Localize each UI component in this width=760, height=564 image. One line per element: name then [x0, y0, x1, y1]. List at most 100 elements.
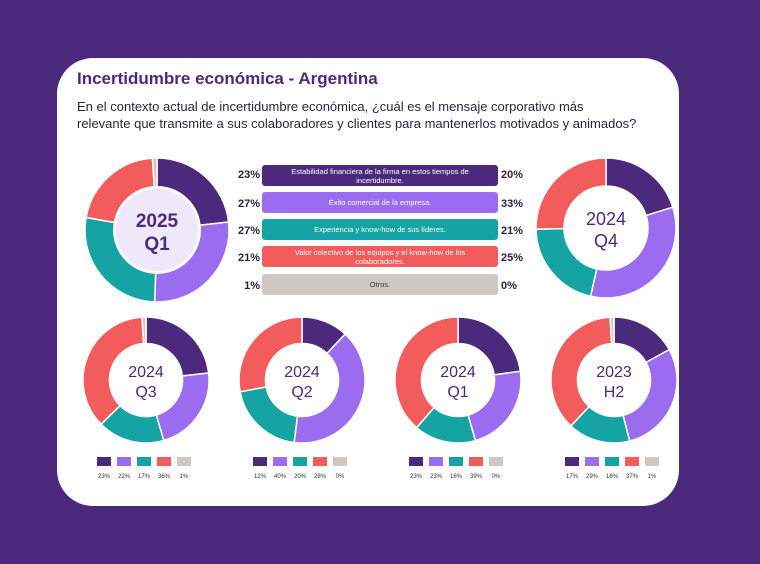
legend-item-2023-h2-estabilidad: 17%: [565, 457, 579, 480]
legend-swatch-otros: [489, 457, 503, 466]
center-label-2025-q1-1: Q1: [144, 234, 170, 255]
legend-item-2024-q3-otros: 1%: [177, 457, 191, 480]
left-pct-4: 1%: [244, 280, 260, 292]
center-label-2024-q1-1: Q1: [447, 384, 468, 401]
center-label-2024-q1-0: 2024: [440, 364, 476, 381]
legend-swatch-estabilidad: [565, 457, 579, 466]
slice-2025-q1-otros: [151, 157, 158, 188]
legend-value-experiencia: 17%: [137, 474, 150, 480]
legend-item-2024-q3-valor: 36%: [157, 457, 171, 480]
slice-2024-q3-valor: [82, 316, 145, 426]
legend-swatch-estabilidad: [97, 457, 111, 466]
right-pct-1: 33%: [501, 198, 524, 210]
legend-item-2024-q1-valor: 39%: [469, 457, 483, 480]
legend-value-valor: 39%: [469, 474, 482, 480]
legend-value-exito: 29%: [585, 474, 598, 480]
slice-2024-q3-exito: [155, 372, 210, 442]
legend-swatch-otros: [333, 457, 347, 466]
legend-value-estabilidad: 17%: [565, 474, 578, 480]
legend-value-otros: 1%: [179, 474, 189, 480]
legend-item-2024-q2-exito: 40%: [273, 457, 287, 480]
center-label-2025-q1-0: 2025: [136, 211, 179, 232]
slice-2024-q2-experiencia: [239, 385, 299, 444]
right-pct-4: 0%: [501, 280, 517, 292]
legend-swatch-exito: [273, 457, 287, 466]
center-fill: [115, 188, 199, 272]
right-pct-2: 21%: [501, 225, 524, 237]
legend-swatch-exito: [117, 457, 131, 466]
legend-swatch-valor: [157, 457, 171, 466]
right-pct-3: 25%: [501, 252, 524, 264]
legend-bar-valor: Valor colectivo de los equipos y el know…: [262, 246, 498, 267]
center-label-2024-q4-0: 2024: [586, 209, 626, 229]
legend-item-2024-q2-valor: 28%: [313, 457, 327, 480]
legend-value-otros: 0%: [491, 474, 501, 480]
donut-2024-q2: 2024 Q2: [238, 316, 366, 444]
legend-swatch-exito: [585, 457, 599, 466]
center-label-2024-q4-1: Q4: [594, 231, 618, 251]
donut-2024-q3: 2024 Q3: [82, 316, 210, 444]
center-label-2023-h2-1: H2: [604, 384, 625, 401]
legend-value-otros: 1%: [647, 474, 657, 480]
legend-item-2024-q1-experiencia: 16%: [449, 457, 463, 480]
legend-value-otros: 0%: [335, 474, 345, 480]
legend-swatch-exito: [429, 457, 443, 466]
slice-2024-q4-exito: [589, 206, 677, 299]
legend-swatch-estabilidad: [253, 457, 267, 466]
legend-bar-estabilidad: Estabilidad financiera de la firma en es…: [262, 165, 498, 186]
legend-item-2024-q2-estabilidad: 12%: [253, 457, 267, 480]
legend-value-valor: 36%: [157, 474, 170, 480]
legend-bar-exito: Éxito comercial de la empresa.: [262, 192, 498, 213]
legend-item-2023-h2-otros: 1%: [645, 457, 659, 480]
legend-item-2024-q1-exito: 23%: [429, 457, 443, 480]
legend-item-2024-q1-estabilidad: 23%: [409, 457, 423, 480]
slice-2023-h2-otros: [609, 316, 615, 345]
left-pct-1: 27%: [237, 198, 260, 210]
slice-2024-q4-valor: [535, 157, 607, 230]
legend-value-experiencia: 16%: [449, 474, 462, 480]
center-label-2024-q2-1: Q2: [291, 384, 312, 401]
center-label-2024-q2-0: 2024: [284, 364, 320, 381]
legend-value-experiencia: 20%: [293, 474, 306, 480]
legend-swatch-otros: [177, 457, 191, 466]
page-subtitle: En el contexto actual de incertidumbre e…: [77, 99, 637, 131]
legend-value-valor: 37%: [625, 474, 638, 480]
center-label-2024-q3-1: Q3: [135, 384, 156, 401]
legend-swatch-experiencia: [605, 457, 619, 466]
left-pct-2: 27%: [237, 225, 260, 237]
legend-swatch-valor: [469, 457, 483, 466]
legend-value-valor: 28%: [313, 474, 326, 480]
center-label-2024-q3-0: 2024: [128, 364, 164, 381]
legend-swatch-estabilidad: [409, 457, 423, 466]
legend-item-2024-q2-experiencia: 20%: [293, 457, 307, 480]
legend-2023-h2: 17% 29% 16% 37% 1%: [565, 457, 659, 480]
legend-value-estabilidad: 23%: [97, 474, 110, 480]
legend-swatch-valor: [313, 457, 327, 466]
legend-swatch-otros: [645, 457, 659, 466]
legend-2024-q3: 23% 22% 17% 36% 1%: [97, 457, 191, 480]
right-pct-0: 20%: [501, 169, 524, 181]
slice-2024-q3-otros: [141, 316, 147, 345]
slice-2024-q4-estabilidad: [605, 157, 674, 217]
slice-2024-q1-exito: [467, 370, 522, 442]
legend-bar-experiencia: Experiencia y know-how de sus líderes.: [262, 219, 498, 240]
legend-value-exito: 23%: [429, 474, 442, 480]
left-pct-3: 21%: [237, 252, 260, 264]
legend-item-2024-q3-exito: 22%: [117, 457, 131, 480]
legend-swatch-valor: [625, 457, 639, 466]
legend-swatch-experiencia: [137, 457, 151, 466]
legend-item-2024-q2-otros: 0%: [333, 457, 347, 480]
legend-item-2024-q1-otros: 0%: [489, 457, 503, 480]
legend-item-2023-h2-valor: 37%: [625, 457, 639, 480]
legend-swatch-experiencia: [293, 457, 307, 466]
donut-2023-h2: 2023 H2: [550, 316, 678, 444]
legend-value-experiencia: 16%: [605, 474, 618, 480]
legend-value-estabilidad: 23%: [409, 474, 422, 480]
slice-2023-h2-valor: [550, 316, 613, 427]
legend-item-2023-h2-experiencia: 16%: [605, 457, 619, 480]
legend-2024-q1: 23% 23% 16% 39% 0%: [409, 457, 503, 480]
slice-2024-q4-experiencia: [535, 227, 598, 298]
legend-item-2024-q3-estabilidad: 23%: [97, 457, 111, 480]
donut-2024-q1: 2024 Q1: [394, 316, 522, 444]
